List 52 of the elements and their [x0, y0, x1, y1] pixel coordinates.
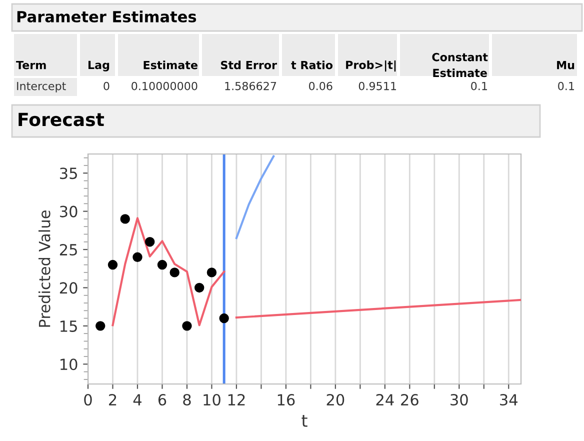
point [108, 260, 118, 270]
text: Intercept [17, 82, 66, 92]
y-tick-label: 10 [60, 358, 78, 370]
y-tick-label: 25 [60, 244, 77, 256]
text: 0 [104, 82, 110, 90]
point [120, 214, 130, 224]
text: 0.9511 [358, 82, 396, 90]
x-axis-title: t [302, 415, 308, 427]
text: Lag [88, 60, 110, 72]
point [132, 252, 142, 262]
x-tick-label: 12 [228, 394, 245, 406]
y-tick-label: 20 [60, 282, 78, 294]
y-tick-label: 35 [60, 168, 77, 180]
text: Parameter Estimates [17, 10, 196, 22]
point [219, 313, 229, 324]
text: Estimate [144, 60, 198, 70]
y-tick-label: 15 [60, 320, 77, 332]
x-tick-label: 24 [376, 394, 394, 406]
text: 0.1 [558, 82, 574, 90]
x-tick-label: 20 [326, 394, 344, 406]
text: 0.1 [471, 82, 487, 90]
text: 1.586627 [225, 82, 276, 90]
y-axis-title: Predicted Value [38, 210, 50, 327]
text: Mu [557, 60, 574, 70]
line-series [112, 217, 226, 326]
y-tick-label: 30 [60, 206, 78, 218]
x-tick-label: 30 [450, 394, 468, 406]
point [170, 268, 180, 278]
x-tick-label: 4 [133, 394, 142, 406]
point [206, 268, 217, 278]
point [157, 260, 168, 270]
x-tick-label: 16 [278, 394, 295, 406]
x-tick-label: 8 [183, 394, 191, 406]
text: t Ratio [291, 60, 333, 70]
point [144, 237, 155, 247]
text: Std Error [221, 60, 277, 70]
point [182, 321, 192, 331]
x-tick-label: 34 [500, 394, 518, 406]
text: 0.06 [308, 82, 332, 90]
x-tick-label: 10 [204, 394, 220, 406]
text: Constant Estimate [432, 52, 488, 78]
x-tick-label: 2 [109, 394, 116, 406]
text: 0.10000000 [132, 82, 198, 90]
line-series [235, 155, 275, 240]
point [194, 282, 204, 293]
x-tick-label: 26 [401, 394, 418, 406]
text: Prob>|t| [346, 60, 396, 72]
point [96, 321, 106, 331]
x-tick-label: 6 [158, 394, 166, 406]
chart-title: Forecast [18, 112, 104, 126]
x-tick-label: 0 [84, 394, 92, 406]
text: Term [16, 60, 46, 70]
